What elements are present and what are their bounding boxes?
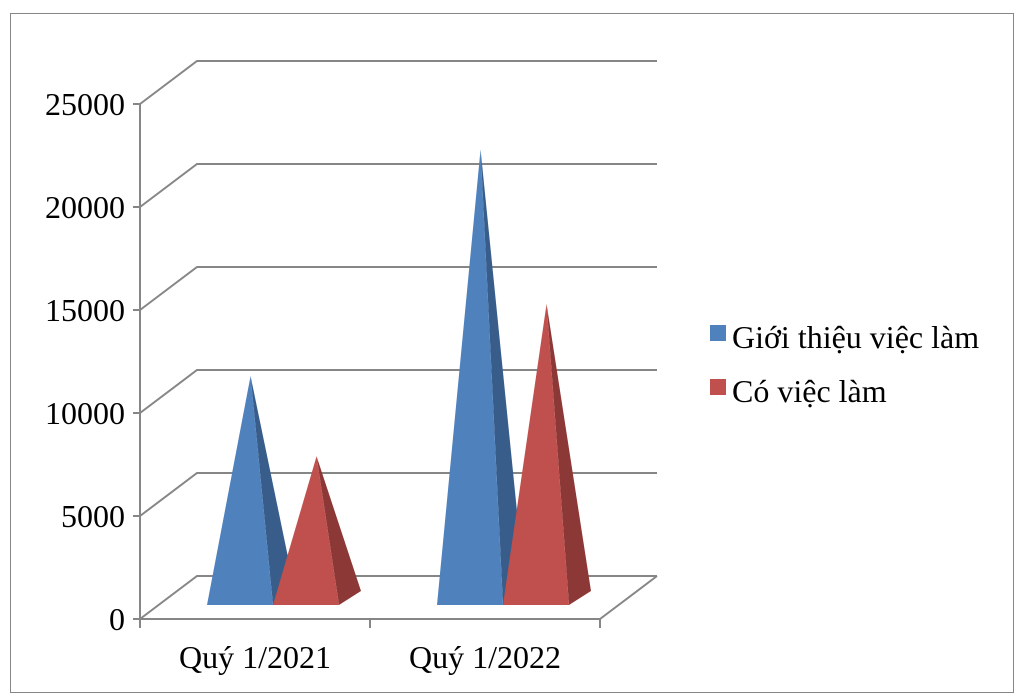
- legend: Giới thiệu việc làm Có việc làm: [710, 319, 979, 409]
- gridline: [139, 60, 657, 105]
- pyramid-side-face: [546, 303, 591, 605]
- floor-edge: [599, 575, 658, 620]
- y-tick-label: 10000: [45, 395, 125, 431]
- pyramid-front-face: [273, 456, 339, 605]
- legend-swatch-series-2: [710, 379, 726, 395]
- pyramid-front-face: [207, 375, 273, 605]
- legend-label-series-1: Giới thiệu việc làm: [732, 319, 979, 355]
- y-tick-label: 20000: [45, 189, 125, 225]
- pyramid-front-face: [503, 303, 569, 605]
- chart-frame: [10, 13, 1014, 693]
- y-tick-label: 15000: [45, 292, 125, 328]
- pyramid-side-face: [480, 149, 525, 605]
- pyramid-side-face: [250, 375, 295, 605]
- gridline: [139, 472, 657, 517]
- x-axis-tick-labels: Quý 1/2021 Quý 1/2022: [179, 639, 561, 675]
- axes: [133, 103, 658, 628]
- y-tick-label: 0: [109, 601, 125, 637]
- pyramid-side-face: [316, 456, 361, 605]
- y-axis-tick-labels: 0 5000 10000 15000 20000 25000: [45, 86, 125, 637]
- x-tick-label: Quý 1/2022: [409, 639, 561, 675]
- gridline: [139, 266, 657, 311]
- x-tick-label: Quý 1/2021: [179, 639, 331, 675]
- pyramid-front-face: [437, 149, 503, 605]
- legend-label-series-2: Có việc làm: [732, 373, 887, 409]
- gridline: [139, 369, 657, 414]
- y-tick-label: 5000: [61, 498, 125, 534]
- pyramids: [207, 149, 591, 605]
- y-tick-label: 25000: [45, 86, 125, 122]
- gridline: [139, 163, 657, 208]
- legend-swatch-series-1: [710, 325, 726, 341]
